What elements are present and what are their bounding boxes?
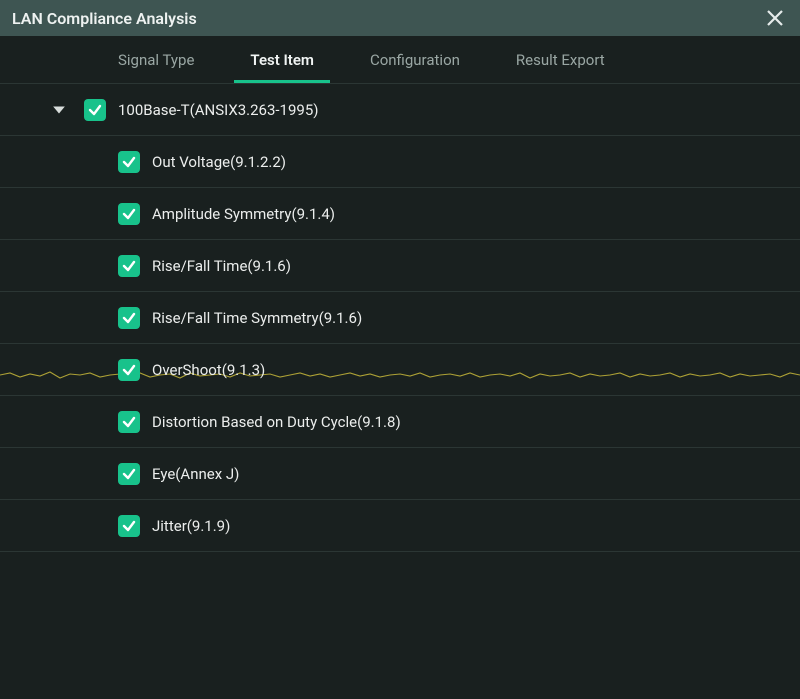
item-label: OverShoot(9.1.3) xyxy=(152,361,265,379)
test-item-list: 100Base-T(ANSIX3.263-1995) Out Voltage(9… xyxy=(0,84,800,699)
tab-configuration[interactable]: Configuration xyxy=(342,36,488,83)
list-item[interactable]: Out Voltage(9.1.2.2) xyxy=(0,136,800,188)
check-icon xyxy=(88,103,102,117)
tab-label: Test Item xyxy=(250,51,314,69)
item-checkbox[interactable] xyxy=(118,463,140,485)
item-checkbox[interactable] xyxy=(118,307,140,329)
check-icon xyxy=(122,259,136,273)
tab-label: Result Export xyxy=(516,51,605,69)
group-row[interactable]: 100Base-T(ANSIX3.263-1995) xyxy=(0,84,800,136)
expand-toggle[interactable] xyxy=(50,101,68,119)
list-item[interactable]: Amplitude Symmetry(9.1.4) xyxy=(0,188,800,240)
item-checkbox[interactable] xyxy=(118,151,140,173)
item-label: Out Voltage(9.1.2.2) xyxy=(152,153,286,171)
list-item[interactable]: Eye(Annex J) xyxy=(0,448,800,500)
check-icon xyxy=(122,519,136,533)
item-checkbox[interactable] xyxy=(118,203,140,225)
check-icon xyxy=(122,155,136,169)
item-label: Rise/Fall Time Symmetry(9.1.6) xyxy=(152,309,362,327)
tab-result-export[interactable]: Result Export xyxy=(488,36,633,83)
tab-bar: Signal Type Test Item Configuration Resu… xyxy=(0,36,800,84)
check-icon xyxy=(122,311,136,325)
list-item[interactable]: Distortion Based on Duty Cycle(9.1.8) xyxy=(0,396,800,448)
tab-test-item[interactable]: Test Item xyxy=(222,36,342,83)
close-icon xyxy=(765,8,785,28)
window-title: LAN Compliance Analysis xyxy=(12,9,197,28)
tab-label: Signal Type xyxy=(118,51,194,69)
chevron-down-icon xyxy=(52,103,66,117)
list-item[interactable]: Rise/Fall Time Symmetry(9.1.6) xyxy=(0,292,800,344)
list-item[interactable]: OverShoot(9.1.3) xyxy=(0,344,800,396)
check-icon xyxy=(122,467,136,481)
item-checkbox[interactable] xyxy=(118,515,140,537)
title-bar: LAN Compliance Analysis xyxy=(0,0,800,36)
item-checkbox[interactable] xyxy=(118,359,140,381)
tab-label: Configuration xyxy=(370,51,460,69)
check-icon xyxy=(122,363,136,377)
item-checkbox[interactable] xyxy=(118,411,140,433)
item-label: Jitter(9.1.9) xyxy=(152,517,230,535)
item-label: Amplitude Symmetry(9.1.4) xyxy=(152,205,335,223)
dialog-panel: LAN Compliance Analysis Signal Type Test… xyxy=(0,0,800,699)
list-item[interactable]: Rise/Fall Time(9.1.6) xyxy=(0,240,800,292)
item-label: Eye(Annex J) xyxy=(152,465,239,483)
tab-signal-type[interactable]: Signal Type xyxy=(90,36,222,83)
check-icon xyxy=(122,415,136,429)
close-button[interactable] xyxy=(762,5,788,31)
group-label: 100Base-T(ANSIX3.263-1995) xyxy=(118,101,319,119)
item-checkbox[interactable] xyxy=(118,255,140,277)
list-item[interactable]: Jitter(9.1.9) xyxy=(0,500,800,552)
group-checkbox[interactable] xyxy=(84,99,106,121)
check-icon xyxy=(122,207,136,221)
item-label: Rise/Fall Time(9.1.6) xyxy=(152,257,291,275)
item-label: Distortion Based on Duty Cycle(9.1.8) xyxy=(152,413,401,431)
